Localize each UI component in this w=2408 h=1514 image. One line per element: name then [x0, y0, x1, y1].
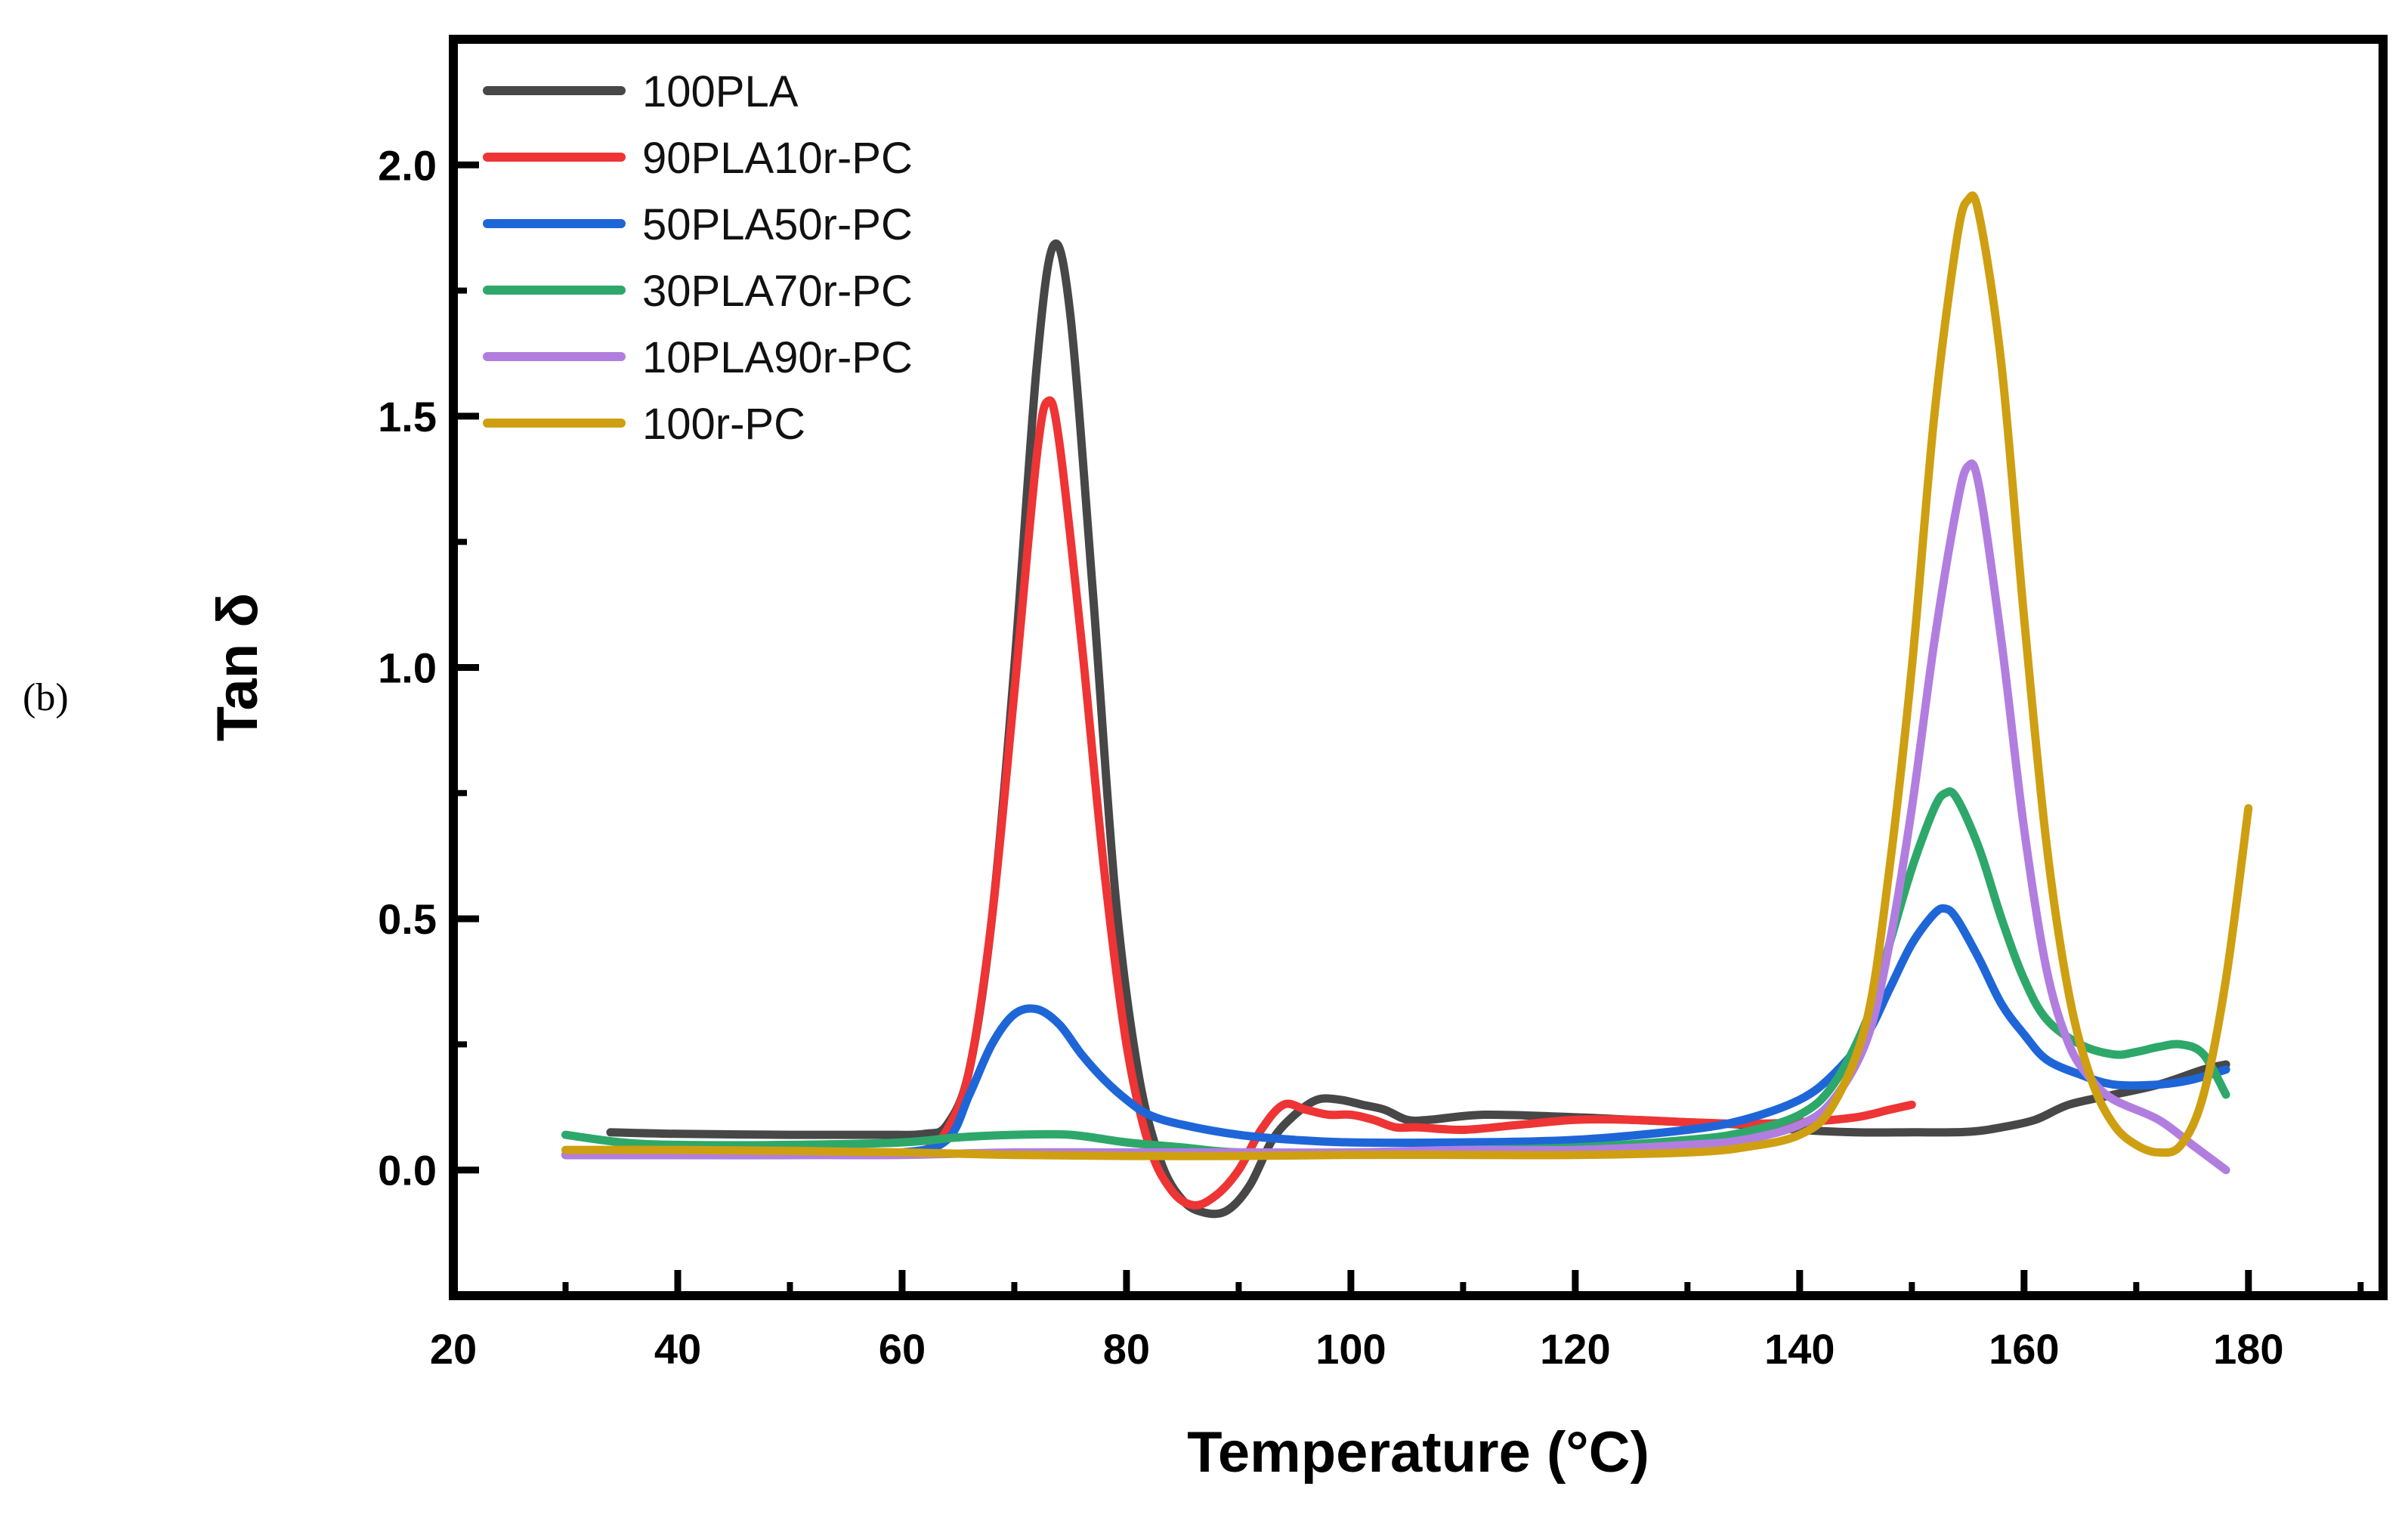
x-axis-tick-labels: 20 40 60 80 100 120 140 160 180: [430, 1325, 2284, 1373]
x-tick-label: 100: [1315, 1325, 1386, 1373]
legend-label-100pla: 100PLA: [642, 67, 799, 116]
y-tick-label: 0.5: [378, 895, 437, 943]
series-line-100pla: [606, 239, 2230, 1219]
series-line-30pla70r-pc: [561, 787, 2230, 1157]
series-line-50pla50r-pc: [561, 904, 2230, 1160]
series-line-90pla10r-pc: [561, 396, 1916, 1210]
series-line-100r-pc: [561, 191, 2253, 1160]
y-axis-ticks: [453, 161, 479, 1174]
panel-label: (b): [23, 676, 69, 719]
y-axis-title: Tan δ: [206, 593, 270, 742]
x-tick-label: 120: [1540, 1325, 1610, 1373]
x-tick-label: 80: [1103, 1325, 1150, 1373]
x-tick-label: 40: [654, 1325, 701, 1373]
x-tick-label: 160: [1989, 1325, 2059, 1373]
legend: 100PLA 90PLA10r-PC 50PLA50r-PC 30PLA70r-PC 1…: [483, 67, 913, 449]
y-tick-label: 0.0: [378, 1147, 437, 1194]
y-tick-label: 1.0: [378, 644, 437, 692]
y-tick-label: 2.0: [378, 141, 437, 189]
series-line-10pla90r-pc: [561, 459, 2230, 1175]
legend-label-100r-pc: 100r-PC: [642, 400, 805, 449]
legend-label-10pla90r-pc: 10PLA90r-PC: [642, 333, 913, 382]
y-tick-label: 1.5: [378, 393, 437, 440]
x-tick-label: 60: [879, 1325, 926, 1373]
y-axis-tick-labels: 0.0 0.5 1.0 1.5 2.0: [378, 141, 437, 1194]
x-axis-ticks: [562, 1270, 2364, 1296]
legend-label-50pla50r-pc: 50PLA50r-PC: [642, 200, 913, 249]
series-lines: [561, 191, 2253, 1219]
legend-label-30pla70r-pc: 30PLA70r-PC: [642, 267, 913, 316]
legend-label-90pla10r-pc: 90PLA10r-PC: [642, 134, 913, 183]
x-tick-label: 180: [2213, 1325, 2283, 1373]
x-axis-title: Temperature (°C): [1187, 1420, 1649, 1485]
x-tick-label: 20: [430, 1325, 477, 1373]
x-tick-label: 140: [1764, 1325, 1835, 1373]
